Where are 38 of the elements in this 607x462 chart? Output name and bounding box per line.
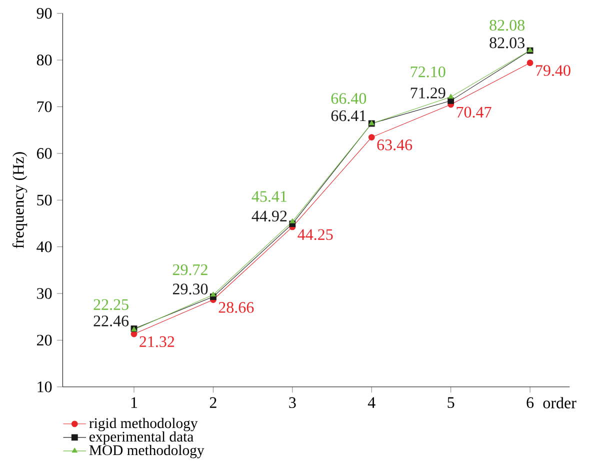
data-label: 22.25 [94,299,128,310]
x-tick-label: 6 [526,397,534,408]
y-tick-label: 20 [37,334,52,346]
x-tick-label: 1 [131,397,138,408]
data-label: 63.46 [377,140,412,151]
legend-label: rigid methodology [89,418,198,432]
data-label: 66.41 [331,110,366,122]
legend-label: experimental data [90,432,194,445]
x-tick-label: 5 [448,397,454,408]
data-label: 29.30 [172,284,208,295]
data-label: 70.47 [456,107,492,118]
data-label: 28.66 [218,302,254,314]
data-label: 82.03 [490,38,524,48]
data-label: 79.40 [536,65,570,76]
data-label: 66.40 [331,93,366,104]
y-tick-label: 90 [36,8,52,19]
data-label: 22.46 [94,316,129,327]
x-tick-label: 4 [368,397,376,408]
data-label: 21.32 [140,336,174,348]
data-label: 44.92 [252,210,287,222]
y-axis-title: frequency (Hz) [12,152,28,248]
y-tick-label: 70 [37,102,52,112]
data-label: 29.72 [172,264,208,276]
data-label: 71.29 [410,88,446,99]
legend-label: MOD methodology [89,445,204,458]
data-label: 82.08 [490,20,524,31]
y-tick-label: 60 [36,148,52,160]
data-label: 45.41 [252,191,287,202]
y-tick-label: 80 [36,54,52,66]
y-tick-label: 40 [36,242,52,252]
x-axis-title: order [543,397,576,409]
data-label: 44.25 [298,229,333,240]
x-tick-label: 3 [289,397,296,408]
y-tick-label: 50 [37,194,52,206]
y-tick-label: 10 [38,382,52,392]
x-tick-label: 2 [210,397,216,408]
y-tick-label: 30 [37,288,52,300]
data-label: 72.10 [410,66,446,78]
